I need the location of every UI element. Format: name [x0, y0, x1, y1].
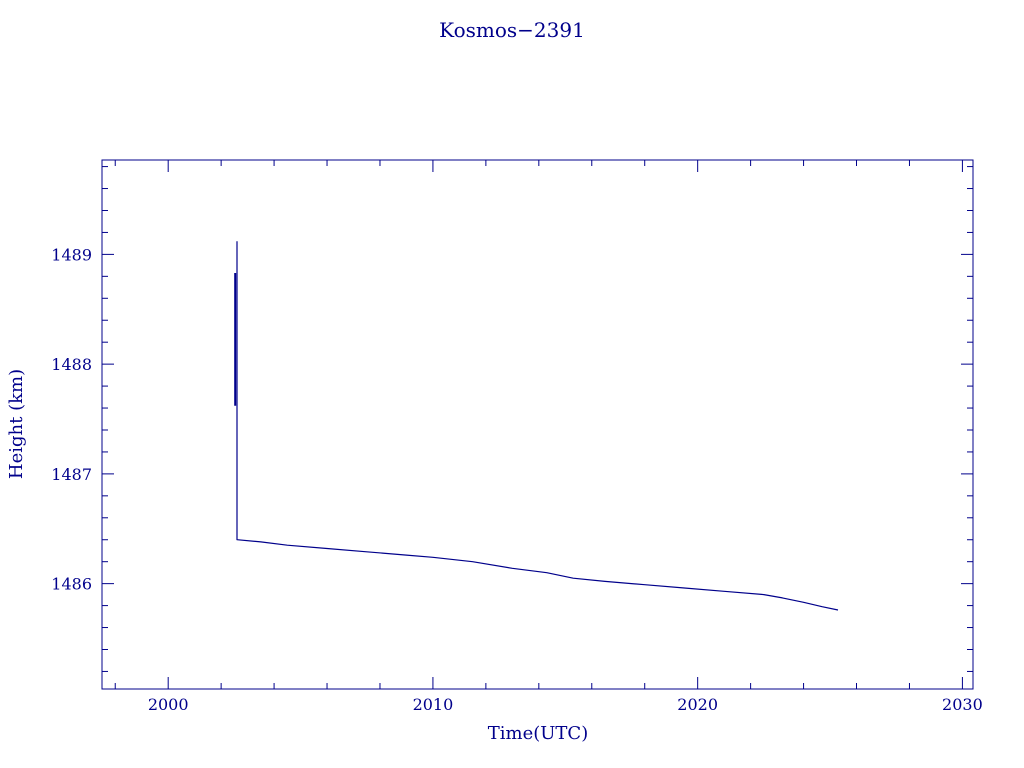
x-axis: 2000 2010 2020 2030 — [114, 160, 983, 714]
series-line-1 — [236, 241, 839, 611]
y-tick-label: 1488 — [51, 355, 92, 374]
y-tick-label: 1486 — [51, 575, 92, 594]
series-layer — [234, 241, 839, 611]
plot-border — [101, 159, 974, 690]
x-tick-label: 2030 — [942, 695, 983, 714]
chart-title: Kosmos−2391 — [439, 18, 585, 42]
y-axis-label: Height (km) — [6, 369, 27, 479]
y-tick-label: 1489 — [51, 245, 92, 264]
x-tick-label: 2010 — [413, 695, 454, 714]
y-tick-label: 1487 — [51, 465, 92, 484]
plot-frame — [101, 159, 974, 690]
x-tick-label: 2020 — [677, 695, 718, 714]
x-axis-label: Time(UTC) — [488, 723, 588, 744]
y-axis: 1486 1487 1488 1489 — [51, 166, 973, 672]
x-tick-label: 2000 — [148, 695, 189, 714]
